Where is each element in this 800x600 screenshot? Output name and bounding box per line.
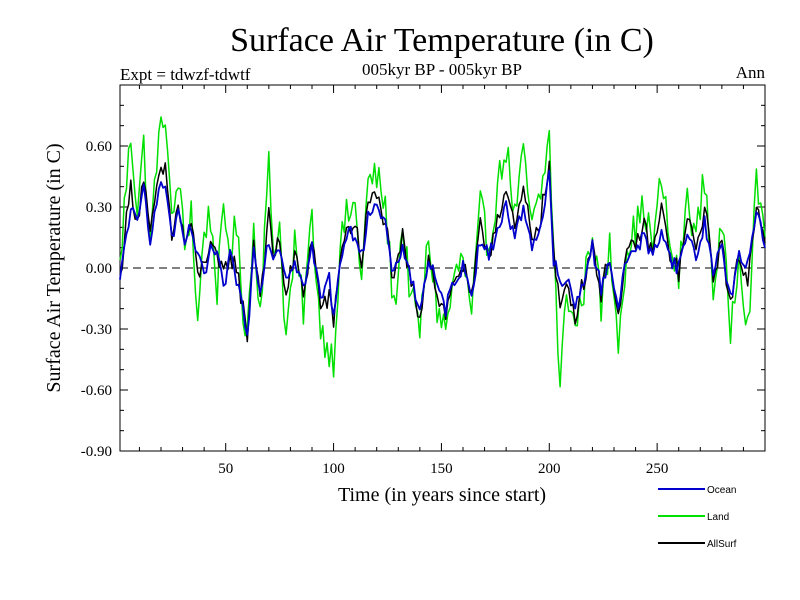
series-line-land <box>119 116 766 388</box>
y-axis-label: Surface Air Temperature (in C) <box>43 143 65 392</box>
x-tick-label: 50 <box>218 461 233 477</box>
axis-ticks <box>120 84 765 452</box>
y-tick-label: 0.60 <box>86 139 112 155</box>
x-tick-label: 200 <box>538 461 561 477</box>
x-tick-label: 250 <box>646 461 669 477</box>
y-tick-label: 0.00 <box>86 261 112 277</box>
chart-title: Surface Air Temperature (in C) <box>230 22 654 59</box>
x-tick-label: 150 <box>430 461 453 477</box>
legend-label-ocean: Ocean <box>707 485 736 496</box>
y-tick-labels: -0.90 -0.60 -0.30 0.00 0.30 0.60 <box>81 139 112 460</box>
y-tick-label: -0.90 <box>81 444 112 460</box>
plot-area <box>119 84 766 452</box>
y-tick-label: -0.60 <box>81 383 112 399</box>
y-tick-label: 0.30 <box>86 200 112 216</box>
subtitle-left: Expt = tdwzf-tdwtf <box>120 65 251 84</box>
legend: Ocean Land AllSurf <box>658 485 737 550</box>
y-tick-label: -0.30 <box>81 322 112 338</box>
x-tick-labels: 50 100 150 200 250 <box>218 461 668 477</box>
x-axis-label: Time (in years since start) <box>338 484 546 506</box>
series-line-ocean <box>119 169 766 336</box>
legend-label-land: Land <box>707 512 729 523</box>
legend-label-allsurf: AllSurf <box>707 539 737 550</box>
subtitle-center: 005kyr BP - 005kyr BP <box>362 60 522 79</box>
subtitle-right: Ann <box>736 63 766 82</box>
x-tick-label: 100 <box>322 461 345 477</box>
series-group <box>119 116 766 388</box>
